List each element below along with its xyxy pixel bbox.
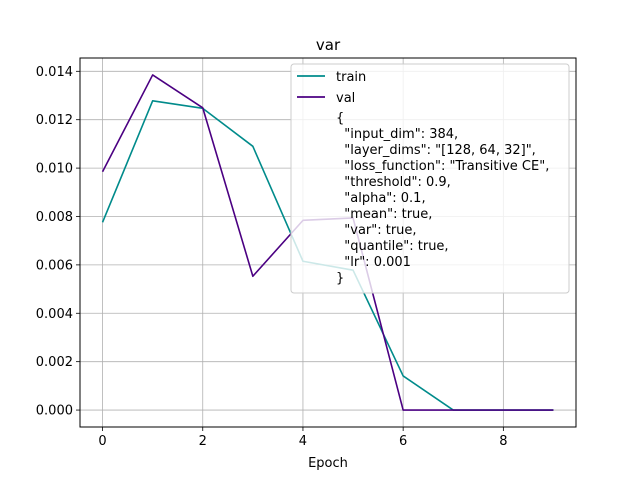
annotation-line: "threshold": 0.9, <box>336 175 451 190</box>
y-tick-label: 0.010 <box>36 162 73 177</box>
x-tick-label: 4 <box>299 434 307 449</box>
annotation-line: "lr": 0.001 <box>336 255 411 270</box>
y-tick-label: 0.000 <box>36 404 73 419</box>
annotation-line: { <box>336 111 344 126</box>
plot-frame <box>79 57 577 428</box>
annotation-line: "quantile": true, <box>336 239 449 254</box>
y-tick-label: 0.002 <box>36 355 73 370</box>
annotation-line: "mean": true, <box>336 207 432 222</box>
legend-label-val: val <box>336 91 355 106</box>
annotation-line: } <box>336 271 344 286</box>
annotation-line: "input_dim": 384, <box>336 127 458 142</box>
y-tick-label: 0.004 <box>36 307 73 322</box>
x-tick-label: 2 <box>199 434 207 449</box>
x-tick-label: 6 <box>399 434 407 449</box>
y-tick-label: 0.008 <box>36 210 73 225</box>
y-tick-label: 0.012 <box>36 113 73 128</box>
hyperparameter-annotation: { "input_dim": 384, "layer_dims": "[128,… <box>336 111 549 286</box>
annotation-line: "layer_dims": "[128, 64, 32]", <box>336 143 536 158</box>
annotation-line: "var": true, <box>336 223 417 238</box>
annotation-line: "alpha": 0.1, <box>336 191 426 206</box>
legend-label-train: train <box>336 70 366 85</box>
legend-box <box>290 63 570 294</box>
axis-ticks: 0 2 4 6 8 0.000 0.002 0.004 0.006 0.008 0.010 0.012… <box>36 65 508 449</box>
y-tick-label: 0.014 <box>36 65 73 80</box>
x-axis-label: Epoch <box>308 456 348 471</box>
chart-title: var <box>316 36 341 54</box>
x-tick-label: 8 <box>499 434 507 449</box>
legend: train val { "input_dim": 384, "layer_dim… <box>290 63 570 294</box>
annotation-line: "loss_function": "Transitive CE", <box>336 159 549 174</box>
x-tick-label: 0 <box>98 434 106 449</box>
y-tick-label: 0.006 <box>36 258 73 273</box>
